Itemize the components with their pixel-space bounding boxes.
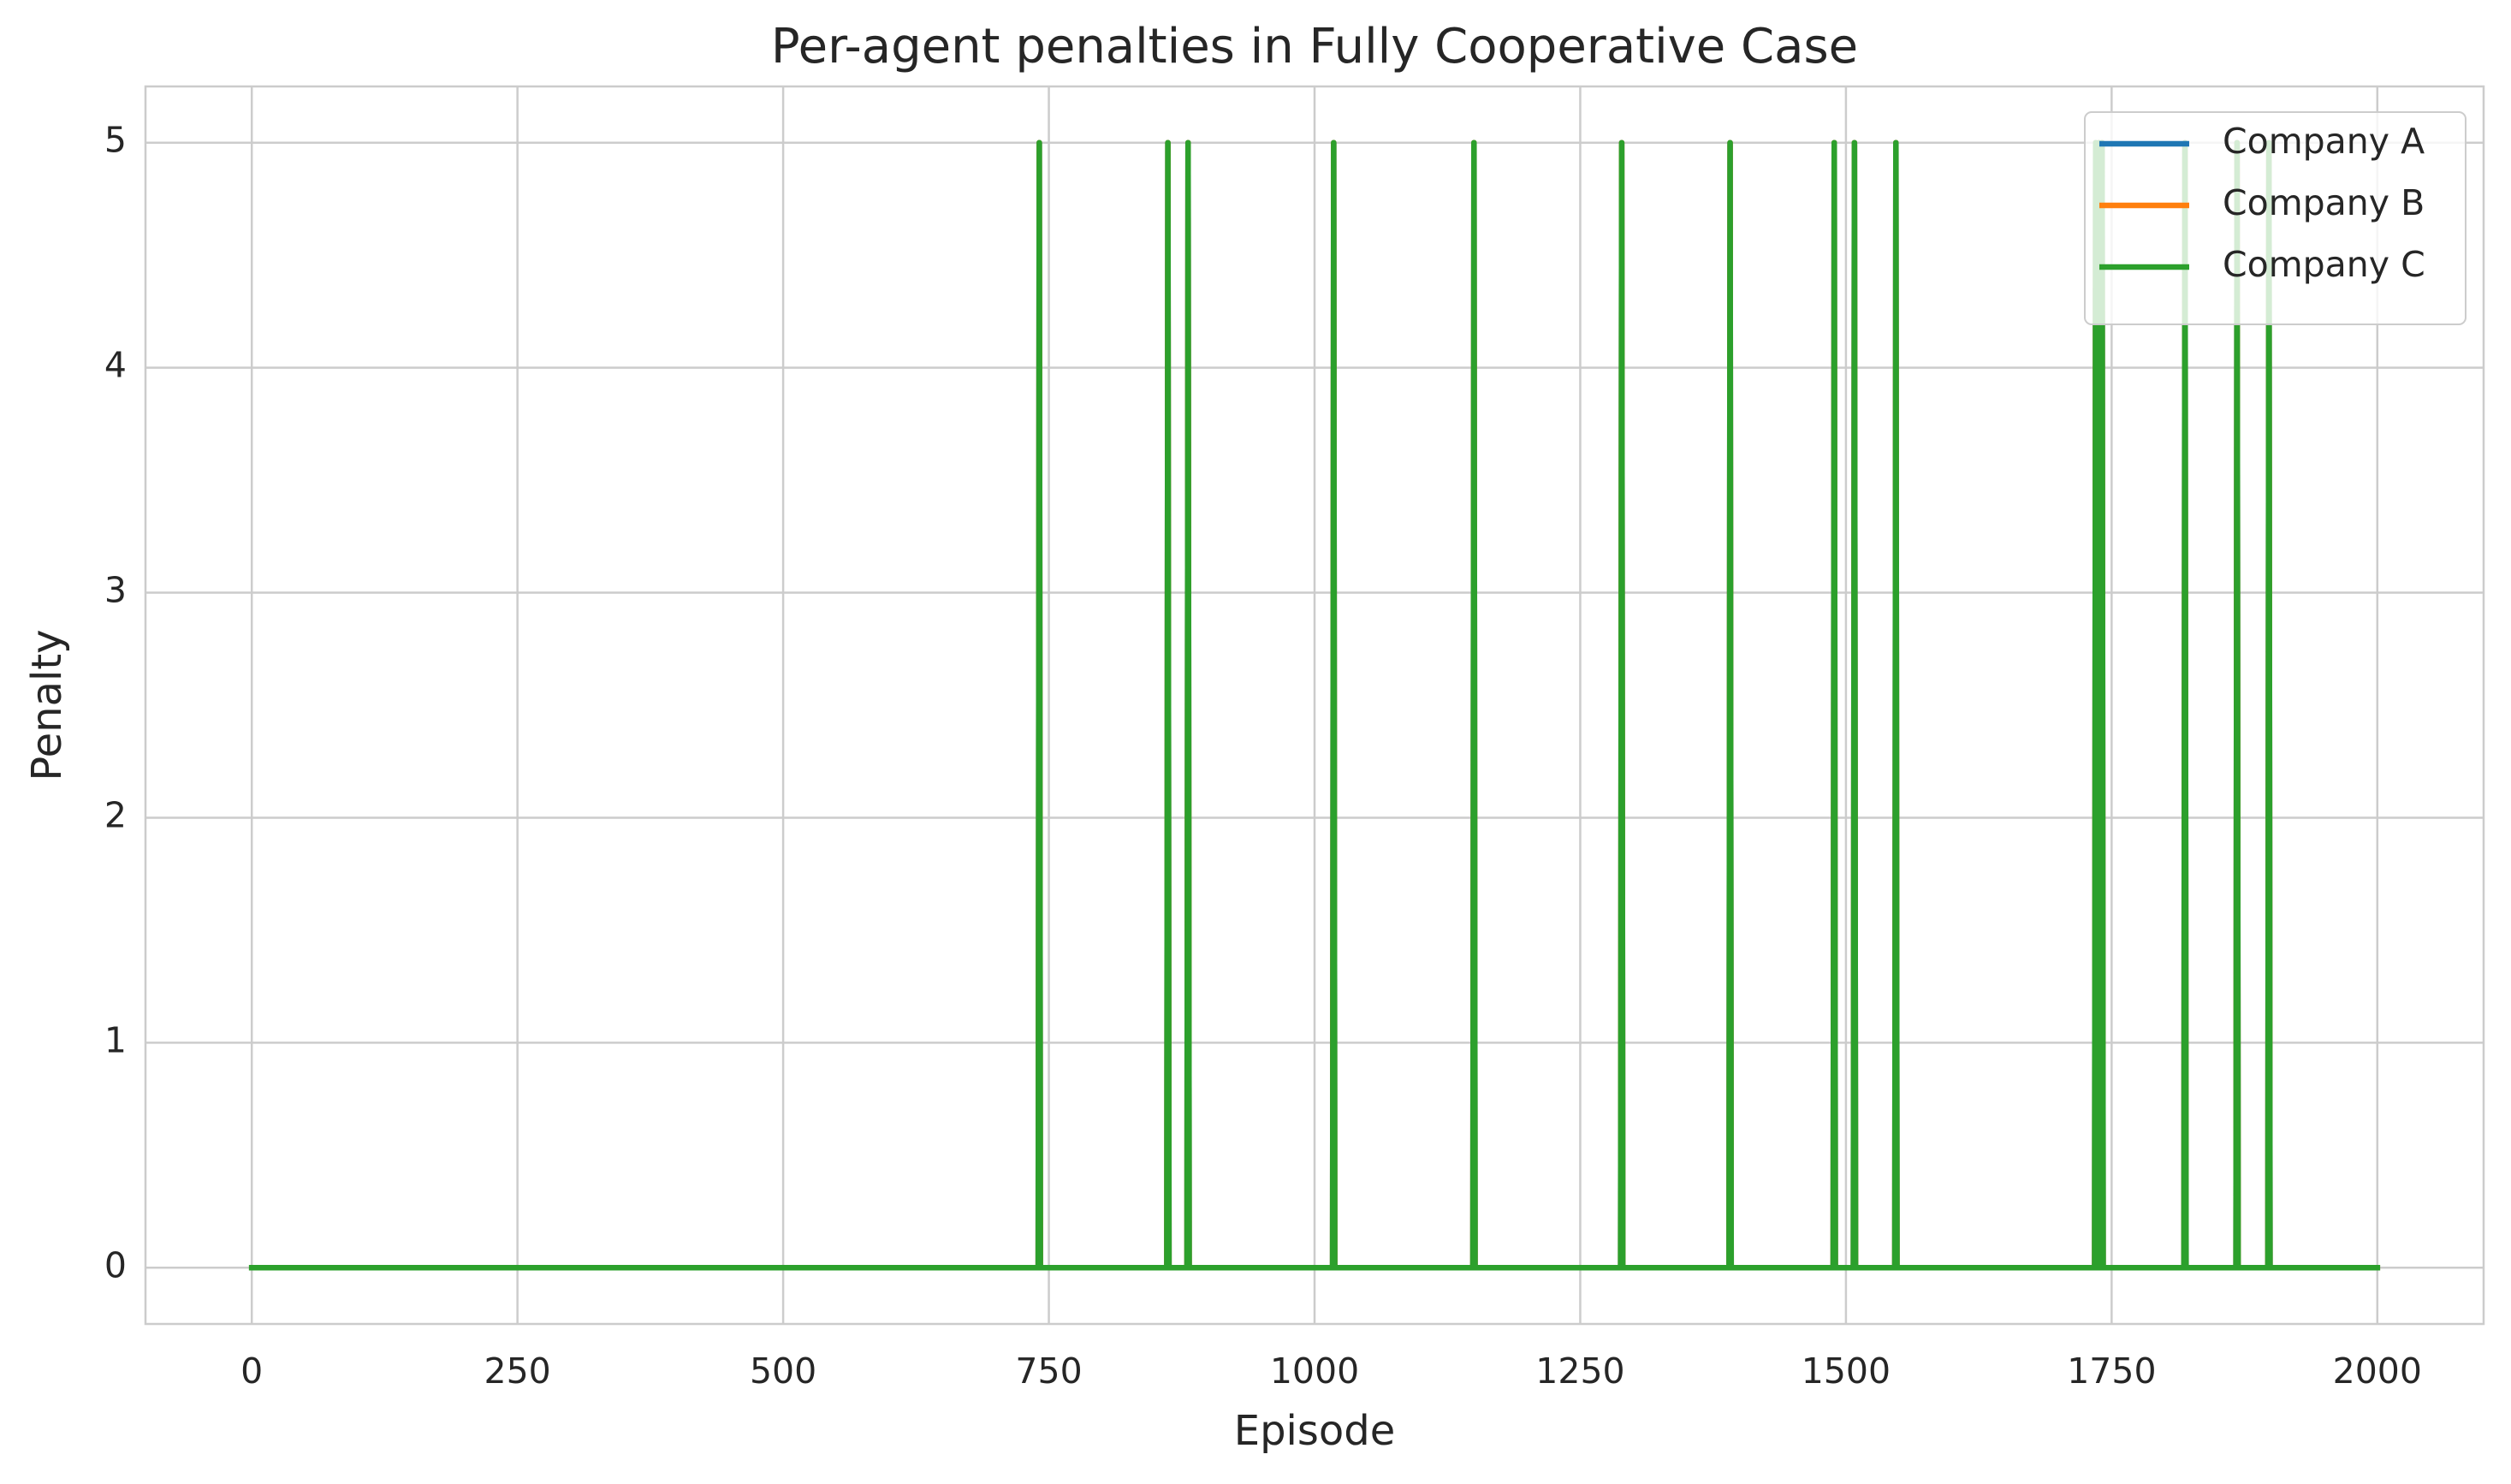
legend-box bbox=[2084, 111, 2466, 325]
legend-label: Company C bbox=[2223, 244, 2425, 285]
x-tick-label: 750 bbox=[1015, 1350, 1082, 1392]
y-tick-label: 3 bbox=[104, 570, 127, 611]
x-tick-label: 1250 bbox=[1535, 1350, 1624, 1392]
x-tick-label: 1500 bbox=[1802, 1350, 1891, 1392]
y-tick-label: 0 bbox=[104, 1244, 127, 1285]
x-tick-label: 500 bbox=[750, 1350, 816, 1392]
x-tick-label: 0 bbox=[240, 1350, 263, 1392]
tick-labels: 0 250 500 750 1000 1250 1500 1750 2000 0 1 2 3 4 5 bbox=[104, 120, 2422, 1392]
x-tick-label: 1750 bbox=[2067, 1350, 2156, 1392]
x-axis-label: Episode bbox=[1234, 1407, 1396, 1455]
y-tick-label: 4 bbox=[104, 345, 127, 386]
chart-title: Per-agent penalties in Fully Cooperative… bbox=[771, 19, 1858, 74]
y-axis-label: Penalty bbox=[23, 629, 71, 781]
y-tick-label: 5 bbox=[104, 120, 127, 161]
x-tick-label: 2000 bbox=[2333, 1350, 2422, 1392]
y-tick-label: 1 bbox=[104, 1019, 127, 1060]
x-tick-label: 250 bbox=[484, 1350, 551, 1392]
lines bbox=[248, 139, 2381, 1271]
legend: Company A Company B Company C bbox=[2084, 111, 2466, 325]
legend-label: Company A bbox=[2223, 121, 2425, 162]
y-tick-label: 2 bbox=[104, 794, 127, 835]
x-tick-label: 1000 bbox=[1270, 1350, 1359, 1392]
plot-frame bbox=[144, 85, 2485, 1326]
legend-label: Company B bbox=[2223, 182, 2425, 223]
series-line bbox=[248, 139, 2381, 1271]
